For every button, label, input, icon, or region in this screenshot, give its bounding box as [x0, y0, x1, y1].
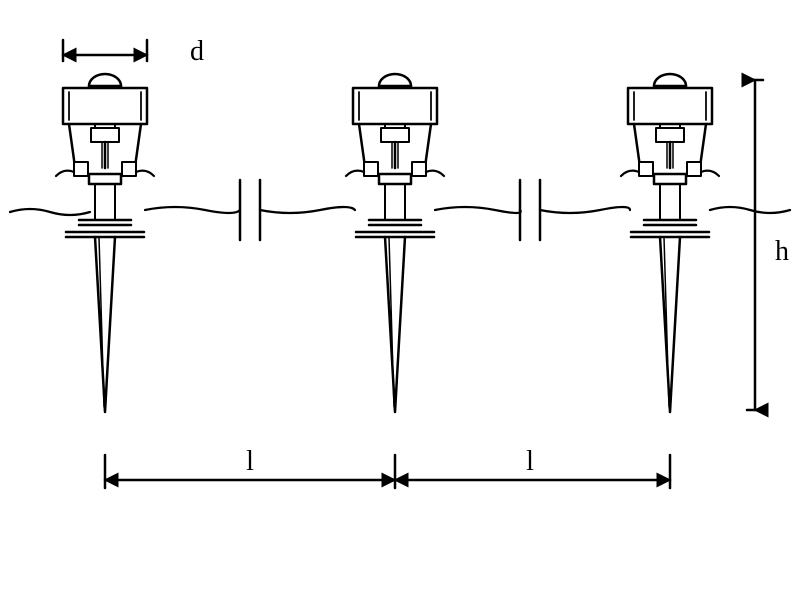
lamp-unit: [346, 74, 444, 412]
label-l-2: l: [526, 446, 534, 477]
label-h: h: [775, 236, 789, 267]
lamp-unit: [56, 74, 154, 412]
lamp-unit: [621, 74, 719, 412]
technical-diagram: d h l l: [0, 0, 800, 600]
label-l-1: l: [246, 446, 254, 477]
label-d: d: [190, 36, 204, 67]
